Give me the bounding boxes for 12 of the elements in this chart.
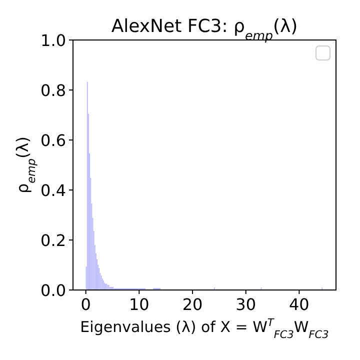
x-tick-label: 40	[289, 295, 310, 314]
y-tick-label: 0.6	[40, 131, 66, 150]
y-tick-label: 1.0	[40, 31, 66, 50]
x-tick-label: 10	[128, 295, 150, 314]
y-tick-label: 0.2	[40, 231, 66, 250]
y-tick-label: 0.0	[40, 281, 66, 300]
x-tick-label: 30	[236, 295, 256, 314]
x-tick-label: 0	[80, 295, 91, 314]
y-tick-label: 0.4	[40, 181, 66, 200]
x-axis-title: Eigenvalues (λ) of X = W$^{T}$$_{FC3}$W$_{FC3}$	[80, 317, 329, 341]
y-tick-label: 0.8	[40, 81, 66, 100]
x-tick-label: 20	[182, 295, 203, 314]
